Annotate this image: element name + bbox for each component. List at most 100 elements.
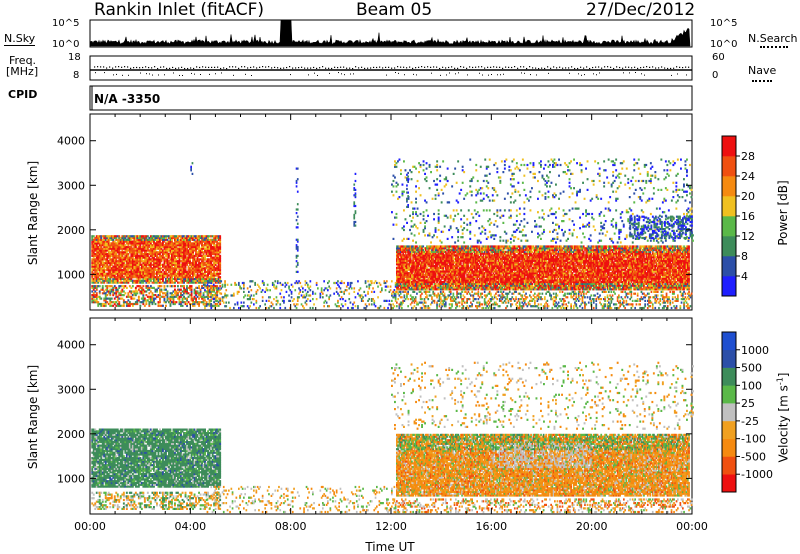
nave-dot xyxy=(578,73,579,74)
nave-dot xyxy=(199,67,200,68)
nave-dot xyxy=(596,74,597,75)
range-cell xyxy=(133,298,135,300)
range-cell xyxy=(333,293,335,295)
range-cell xyxy=(367,291,369,293)
range-cell xyxy=(326,302,328,304)
nave-dot xyxy=(568,67,569,68)
range-cell xyxy=(233,293,235,295)
range-cell xyxy=(327,289,329,291)
range-cell xyxy=(204,296,206,298)
nave-dot xyxy=(398,73,399,74)
range-cell xyxy=(340,287,342,289)
nave-dot xyxy=(412,68,413,69)
nave-dot xyxy=(400,67,401,68)
nave-dot xyxy=(631,67,632,68)
nave-dot xyxy=(514,66,515,67)
range-cell xyxy=(142,285,144,287)
range-cell xyxy=(363,291,365,293)
range-cell xyxy=(243,305,245,307)
nave-dot xyxy=(646,66,647,67)
range-cell xyxy=(248,291,250,293)
range-cell xyxy=(204,303,206,305)
range-cell xyxy=(322,296,324,298)
nave-dot xyxy=(556,67,557,68)
range-cell xyxy=(225,302,227,304)
range-cell xyxy=(387,307,389,309)
nave-dot xyxy=(205,67,206,68)
range-cell xyxy=(207,284,209,286)
range-cell xyxy=(219,255,221,257)
nave-dot xyxy=(133,67,134,68)
range-cell xyxy=(244,294,246,296)
range-cell xyxy=(225,289,227,291)
nave-dot xyxy=(353,73,354,74)
range-cell xyxy=(366,305,368,307)
nave-dot xyxy=(439,68,440,69)
nave-dot xyxy=(130,68,131,69)
nave-dot xyxy=(637,68,638,69)
range-cell xyxy=(253,294,255,296)
range-cell xyxy=(355,296,357,298)
nave-dot xyxy=(625,67,626,68)
nave-dot xyxy=(599,72,600,73)
nave-dot xyxy=(565,67,566,68)
nave-dot xyxy=(664,67,665,68)
nave-dot xyxy=(658,67,659,68)
range-cell xyxy=(316,282,318,284)
range-cell xyxy=(281,289,283,291)
nave-dot xyxy=(649,67,650,68)
range-cell xyxy=(167,290,169,292)
range-cell xyxy=(357,305,359,307)
nave-dot xyxy=(586,66,587,67)
nave-dot xyxy=(136,67,137,68)
nave-dot xyxy=(530,74,531,75)
range-cell xyxy=(220,293,222,295)
nave-dot xyxy=(344,74,345,75)
nave-dot xyxy=(529,66,530,67)
range-cell xyxy=(373,291,375,293)
range-cell xyxy=(317,287,319,289)
range-cell xyxy=(345,303,347,305)
nave-dot xyxy=(466,68,467,69)
nave-dot xyxy=(589,68,590,69)
nave-dot xyxy=(553,66,554,67)
range-cell xyxy=(338,294,340,296)
range-cell xyxy=(362,296,364,298)
nave-dot xyxy=(521,72,522,73)
nave-dot xyxy=(643,67,644,68)
nave-dot xyxy=(433,66,434,67)
range-cell xyxy=(198,285,200,287)
range-cell xyxy=(353,291,355,293)
range-cell xyxy=(357,280,359,282)
range-cell xyxy=(389,300,391,302)
range-cell xyxy=(380,284,382,286)
nave-dot xyxy=(640,67,641,68)
nave-dot xyxy=(308,74,309,75)
nave-dot xyxy=(577,68,578,69)
range-cell xyxy=(267,289,269,291)
nave-dot xyxy=(118,66,119,67)
range-cell xyxy=(363,307,365,309)
range-cell xyxy=(273,284,275,286)
range-cell xyxy=(348,293,350,295)
range-cell xyxy=(347,307,349,309)
range-cell xyxy=(219,235,221,237)
nave-dot xyxy=(373,67,374,68)
nave-dot xyxy=(364,68,365,69)
nave-dot xyxy=(484,68,485,69)
nave-dot xyxy=(430,67,431,68)
nave-dot xyxy=(671,75,672,76)
nave-dot xyxy=(386,75,387,76)
nave-dot xyxy=(184,68,185,69)
range-cell xyxy=(177,285,179,287)
range-cell xyxy=(218,287,220,289)
nave-dot xyxy=(655,67,656,68)
range-cell xyxy=(167,285,169,287)
nave-dot xyxy=(391,68,392,69)
range-cell xyxy=(204,284,206,286)
range-cell xyxy=(338,305,340,307)
nave-dot xyxy=(559,67,560,68)
range-cell xyxy=(118,301,120,303)
range-cell xyxy=(368,298,370,300)
nave-dot xyxy=(329,73,330,74)
